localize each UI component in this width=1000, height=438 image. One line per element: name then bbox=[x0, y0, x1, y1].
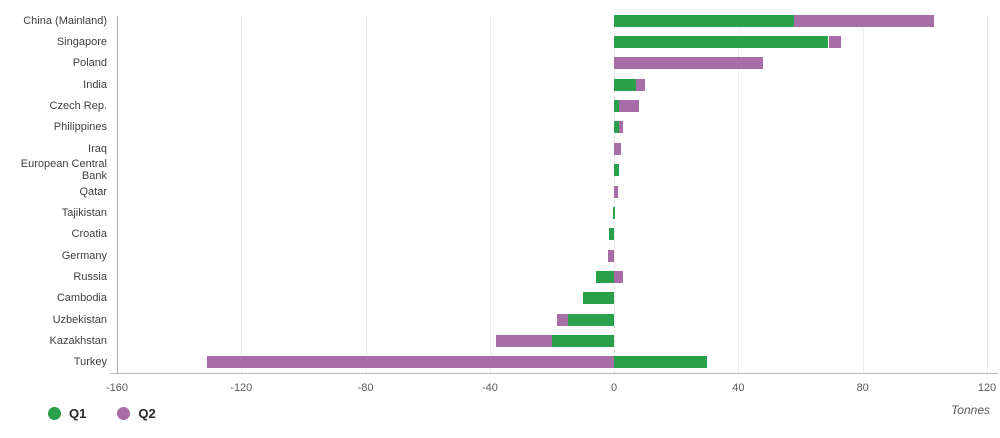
bar-segment-q1-cambodia bbox=[583, 292, 615, 305]
gridline bbox=[489, 16, 491, 373]
bar-segment-q1-czech-rep- bbox=[614, 100, 619, 113]
category-label: Germany bbox=[61, 249, 107, 262]
x-tick-label: -40 bbox=[481, 382, 498, 394]
bar-segment-q1-kazakhstan bbox=[552, 335, 615, 347]
category-label: Kazakhstan bbox=[49, 335, 107, 347]
legend-label-q1: Q1 bbox=[69, 406, 87, 421]
legend-item-q2: Q2 bbox=[117, 406, 156, 421]
bar-segment-q2-poland bbox=[614, 57, 764, 70]
category-label: Turkey bbox=[73, 356, 107, 369]
gridline bbox=[862, 16, 864, 373]
legend-item-q1: Q1 bbox=[48, 406, 86, 421]
bar-segment-q2-uzbekistan bbox=[556, 313, 568, 326]
x-tick-label: 80 bbox=[856, 382, 869, 394]
bar-segment-q2-china-mainland- bbox=[794, 14, 935, 27]
category-label: Philippines bbox=[53, 121, 107, 134]
category-label: Tajikistan bbox=[61, 206, 107, 219]
x-tick-label: 120 bbox=[977, 382, 997, 394]
category-label: Singapore bbox=[56, 36, 107, 48]
category-label: Czech Rep. bbox=[49, 100, 107, 113]
bar-segment-q2-germany bbox=[607, 249, 615, 262]
bar-segment-q1-india bbox=[614, 78, 636, 91]
bar-segment-q2-qatar bbox=[614, 185, 619, 198]
gridline bbox=[241, 16, 243, 373]
bar-segment-q2-turkey bbox=[207, 356, 615, 369]
x-tick-label: -80 bbox=[357, 382, 374, 394]
x-tick-label: -160 bbox=[105, 382, 129, 394]
q2-swatch-icon bbox=[117, 407, 131, 420]
gridline bbox=[987, 16, 988, 373]
bar-segment-q2-czech-rep- bbox=[618, 100, 639, 113]
q1-swatch-icon bbox=[48, 407, 61, 420]
x-tick-label: 40 bbox=[732, 382, 745, 394]
gridline bbox=[738, 16, 740, 373]
category-label: Qatar bbox=[79, 185, 107, 198]
bar-segment-q1-philippines bbox=[614, 121, 620, 134]
x-axis-line bbox=[110, 373, 998, 374]
category-label: Croatia bbox=[71, 228, 107, 241]
bar-segment-q1-tajikistan bbox=[612, 206, 615, 219]
gridline bbox=[365, 16, 367, 373]
bar-segment-q1-china-mainland- bbox=[614, 14, 795, 27]
bar-segment-q1-croatia bbox=[608, 228, 615, 241]
bar-segment-q2-singapore bbox=[828, 36, 841, 48]
x-tick-label: 0 bbox=[611, 382, 618, 394]
category-label: European Central Bank bbox=[20, 158, 107, 183]
bar-segment-q1-european-central-bank bbox=[614, 164, 620, 177]
legend: Q1 Q2 bbox=[48, 406, 156, 421]
y-axis-line bbox=[117, 16, 118, 373]
category-label: Russia bbox=[73, 270, 107, 283]
x-tick-label: -120 bbox=[230, 382, 253, 394]
bar-segment-q2-philippines bbox=[619, 121, 624, 134]
bar-segment-q1-turkey bbox=[614, 356, 708, 369]
bar-segment-q1-russia bbox=[595, 270, 615, 283]
bar-segment-q1-uzbekistan bbox=[567, 313, 615, 326]
category-label: China (Mainland) bbox=[23, 14, 107, 27]
category-label: Iraq bbox=[88, 142, 107, 155]
bar-segment-q2-iraq bbox=[614, 142, 622, 155]
bar-segment-q2-russia bbox=[614, 270, 624, 283]
category-label: Uzbekistan bbox=[52, 313, 107, 326]
bar-segment-q1-singapore bbox=[614, 36, 829, 48]
category-label: Poland bbox=[72, 57, 107, 70]
bar-segment-q2-india bbox=[635, 78, 646, 91]
category-label: Cambodia bbox=[56, 292, 107, 305]
legend-label-q2: Q2 bbox=[138, 406, 156, 421]
category-label: India bbox=[83, 78, 107, 91]
bar-segment-q2-kazakhstan bbox=[496, 335, 552, 347]
axis-unit-label: Tonnes bbox=[951, 403, 990, 417]
